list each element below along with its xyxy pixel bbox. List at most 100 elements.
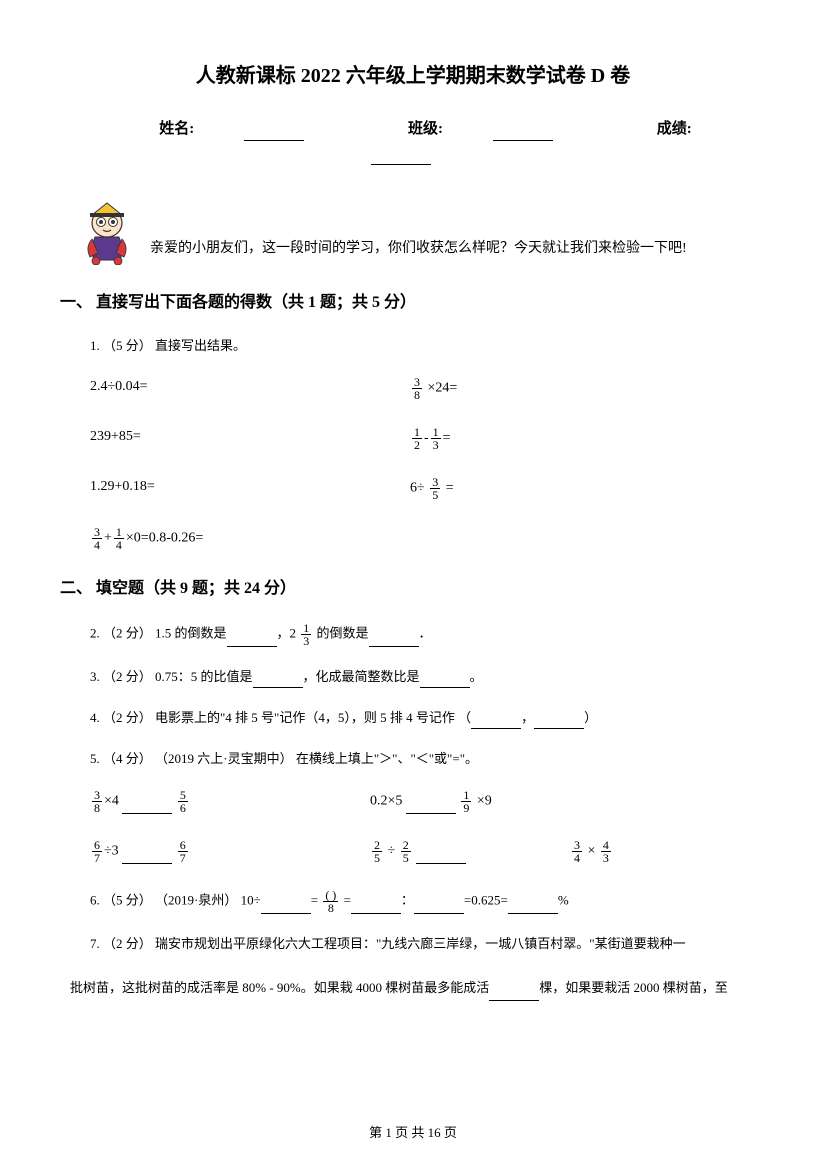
cmp-tail: ÷3 <box>104 844 119 859</box>
cmp-mid: × <box>584 844 599 859</box>
cmp-tail: ×9 <box>473 794 491 809</box>
compare-row-2: 67÷3 67 25 ÷ 25 34 × 43 <box>90 839 766 864</box>
q3-blank-2[interactable] <box>420 674 470 688</box>
intro-row: 亲爱的小朋友们，这一段时间的学习，你们收获怎么样呢？今天就让我们来检验一下吧! <box>60 195 766 265</box>
cmp-mid: ÷ <box>384 844 399 859</box>
name-blank[interactable] <box>244 125 304 141</box>
q2-blank-2[interactable] <box>369 633 419 647</box>
q7-cont-pre: 批树苗，这批树苗的成活率是 80% - 90%。如果栽 4000 棵树苗最多能成… <box>70 980 489 995</box>
cmp-blank[interactable] <box>122 850 172 864</box>
frac-den: 4 <box>114 539 124 551</box>
question-2: 2. （2 分） 1.5 的倒数是，2 13 的倒数是． <box>90 622 766 647</box>
question-6: 6. （5 分） （2019·泉州） 10÷= ( )8 =：=0.625=% <box>90 889 766 914</box>
q3-pre: 3. （2 分） 0.75：5 的比值是 <box>90 669 253 684</box>
frac-den: 5 <box>430 489 440 501</box>
calc-r3-left: 1.29+0.18= <box>90 476 410 501</box>
calc-mid: + <box>104 531 112 546</box>
question-7-continued: 批树苗，这批树苗的成活率是 80% - 90%。如果栽 4000 棵树苗最多能成… <box>70 975 766 1001</box>
frac-den: 8 <box>412 389 422 401</box>
q3-blank-1[interactable] <box>253 674 303 688</box>
page-footer: 第 1 页 共 16 页 <box>0 1123 826 1144</box>
q3-end: 。 <box>470 669 483 684</box>
frac-den: 4 <box>572 852 582 864</box>
q6-eq: = <box>311 893 322 908</box>
calc-row-2: 239+85= 12-13= <box>90 426 766 451</box>
frac-den: 3 <box>301 635 311 647</box>
cmp-pre: 0.2×5 <box>370 794 402 809</box>
q6-pre: 6. （5 分） （2019·泉州） 10÷ <box>90 893 261 908</box>
score-label: 成绩: <box>657 121 692 137</box>
frac-den: 8 <box>323 902 338 914</box>
q6-blank-1[interactable] <box>261 900 311 914</box>
q6-blank-3[interactable] <box>414 900 464 914</box>
calc-mid: - <box>424 431 429 446</box>
cmp-tail: ×4 <box>104 794 119 809</box>
cmp-blank[interactable] <box>416 850 466 864</box>
q6-blank-2[interactable] <box>351 900 401 914</box>
q4-blank-2[interactable] <box>534 715 584 729</box>
question-1-label: 1. （5 分） 直接写出结果。 <box>90 336 766 357</box>
section-2-title: 二、 填空题（共 9 题；共 24 分） <box>60 576 766 602</box>
q2-end: ． <box>419 625 432 640</box>
frac-den: 9 <box>461 802 471 814</box>
exam-title: 人教新课标 2022 六年级上学期期末数学试卷 D 卷 <box>60 60 766 92</box>
calc-tail: = <box>442 481 453 496</box>
compare-r1-right: 0.2×5 19 ×9 <box>370 789 492 814</box>
frac-den: 3 <box>431 439 441 451</box>
q7-blank[interactable] <box>489 987 539 1001</box>
q6-pct: % <box>558 893 569 908</box>
frac-den: 4 <box>92 539 102 551</box>
question-7: 7. （2 分） 瑞安市规划出平原绿化六大工程项目："九线六廊三岸绿，一城八镇百… <box>90 934 766 955</box>
q2-pre: 2. （2 分） 1.5 的倒数是 <box>90 625 227 640</box>
calc-row-3: 1.29+0.18= 6÷ 35 = <box>90 476 766 501</box>
calc-r4: 34+14×0=0.8-0.26= <box>90 526 203 551</box>
frac-den: 6 <box>178 802 188 814</box>
q2-blank-1[interactable] <box>227 633 277 647</box>
cmp-blank[interactable] <box>406 800 456 814</box>
calc-tail: = <box>443 431 451 446</box>
frac-den: 7 <box>92 852 102 864</box>
compare-r2-a: 67÷3 67 <box>90 839 370 864</box>
compare-r2-b: 25 ÷ 25 <box>370 839 570 864</box>
frac-den: 5 <box>372 852 382 864</box>
question-5: 5. （4 分） （2019 六上·灵宝期中） 在横线上填上"＞"、"＜"或"=… <box>90 749 766 770</box>
q6-eq: =0.625= <box>464 893 508 908</box>
score-blank[interactable] <box>371 149 431 165</box>
calc-r2-left: 239+85= <box>90 426 410 451</box>
q6-colon: ： <box>401 893 414 908</box>
calc-r1-right: 38 ×24= <box>410 376 766 401</box>
question-4: 4. （2 分） 电影票上的"4 排 5 号"记作（4，5），则 5 排 4 号… <box>90 708 766 729</box>
q4-mid: ， <box>521 710 534 725</box>
calc-r3-right: 6÷ 35 = <box>410 476 766 501</box>
class-label: 班级: <box>408 121 443 137</box>
mascot-icon <box>80 195 135 265</box>
cmp-blank[interactable] <box>122 800 172 814</box>
question-3: 3. （2 分） 0.75：5 的比值是 ，化成最简整数比是 。 <box>90 667 766 688</box>
calc-tail: 0.8-0.26= <box>149 531 204 546</box>
compare-r1-left: 38×4 56 <box>90 789 370 814</box>
frac-den: 3 <box>601 852 611 864</box>
student-info-fields: 姓名: 班级: 成绩: <box>60 117 766 165</box>
q4-blank-1[interactable] <box>471 715 521 729</box>
class-blank[interactable] <box>493 125 553 141</box>
q7-cont-mid: 棵，如果要栽活 2000 棵树苗，至 <box>539 980 728 995</box>
calc-pre: 6÷ <box>410 481 428 496</box>
q3-mid: ，化成最简整数比是 <box>303 669 420 684</box>
calc-row-1: 2.4÷0.04= 38 ×24= <box>90 376 766 401</box>
q2-mid: ，2 <box>277 625 300 640</box>
frac-den: 7 <box>178 852 188 864</box>
q4-end: ） <box>584 710 597 725</box>
calc-tail: ×24= <box>424 381 457 396</box>
compare-r2-c: 34 × 43 <box>570 839 613 864</box>
section-1-title: 一、 直接写出下面各题的得数（共 1 题；共 5 分） <box>60 290 766 316</box>
name-label: 姓名: <box>159 121 194 137</box>
q6-blank-4[interactable] <box>508 900 558 914</box>
intro-text: 亲爱的小朋友们，这一段时间的学习，你们收获怎么样呢？今天就让我们来检验一下吧! <box>150 238 687 265</box>
calc-r2-right: 12-13= <box>410 426 766 451</box>
q4-pre: 4. （2 分） 电影票上的"4 排 5 号"记作（4，5），则 5 排 4 号… <box>90 710 471 725</box>
q2-tail: 的倒数是 <box>313 625 368 640</box>
calc-row-4: 34+14×0=0.8-0.26= <box>90 526 766 551</box>
q6-eq: = <box>340 893 351 908</box>
frac-den: 2 <box>412 439 422 451</box>
frac-den: 5 <box>401 852 411 864</box>
